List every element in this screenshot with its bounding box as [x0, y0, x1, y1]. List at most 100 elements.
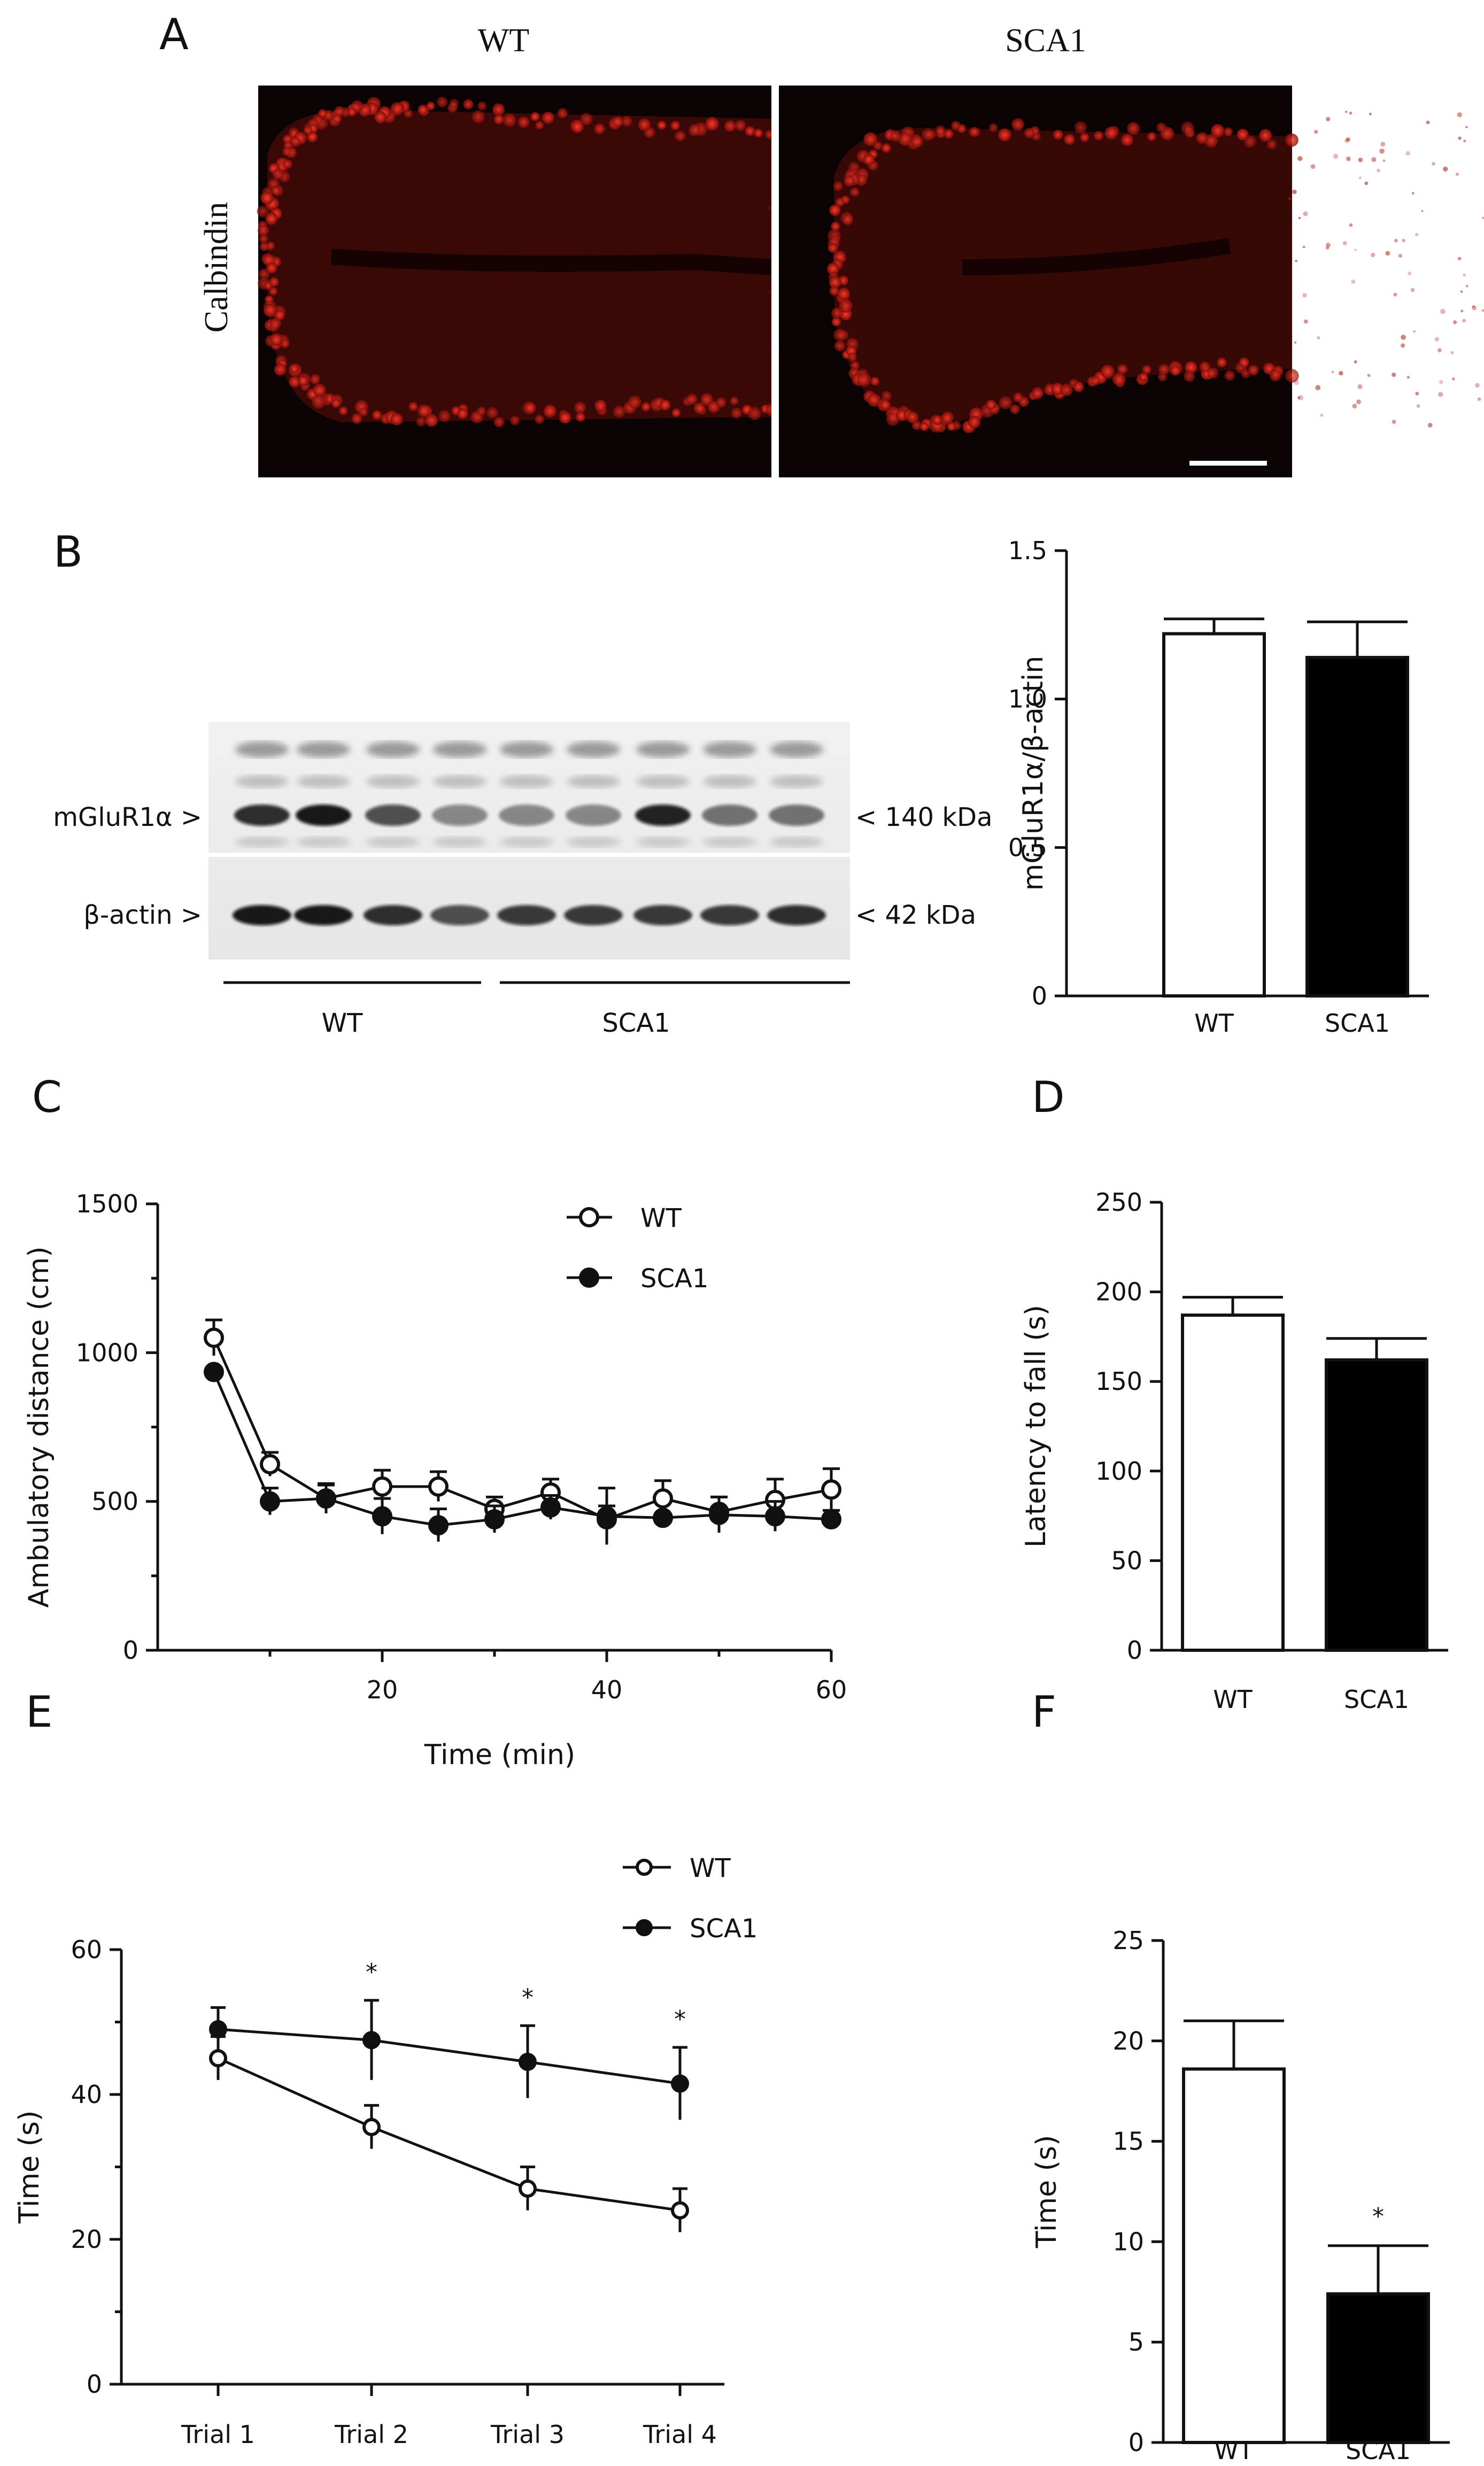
chart-C-legend-marker: [579, 1267, 599, 1288]
chart-E-ytick-label: 0: [87, 2370, 102, 2399]
chart-C-legend-marker: [579, 1207, 599, 1227]
chart-D-ytick-label: 200: [1095, 1278, 1142, 1307]
chart-e: 0 20 40 60 Time (s) Trial 1 Trial 2 Trial 3 Tria…: [13, 1853, 758, 2449]
chart-B-category-label: WT: [1194, 1009, 1234, 1038]
chart-B-bar-wt: [1162, 632, 1266, 998]
chart-E-significance: *: [366, 1959, 377, 1986]
chart-E-xtick-label: Trial 2: [334, 2420, 408, 2449]
chart-E-xtick-label: Trial 1: [181, 2420, 255, 2449]
western-blot: [208, 722, 850, 960]
chart-C-point-sca1: [709, 1504, 729, 1525]
chart-E-significance: *: [674, 2006, 686, 2033]
chart-E-legend-label: WT: [690, 1853, 731, 1883]
chart-C-line-sca1: [212, 1371, 832, 1527]
chart-E-point-sca1: [362, 2031, 381, 2050]
chart-C-xlabel: Time (min): [424, 1739, 575, 1771]
chart-C-point-sca1: [821, 1509, 841, 1530]
blot-size-140: < 140 kDa: [855, 802, 993, 832]
chart-E-point-wt: [671, 2201, 689, 2220]
chart-C-point-sca1: [428, 1515, 449, 1536]
scale-bar: [1189, 461, 1267, 466]
chart-F-bar-wt: [1182, 2067, 1286, 2445]
chart-F-significance: *: [1372, 2203, 1384, 2230]
chart-C-ytick-label: 1500: [76, 1189, 138, 1218]
chart-C-point-wt: [653, 1488, 673, 1509]
chart-E-point-wt: [209, 2049, 227, 2068]
chart-B-ytick-label: 0.5: [1008, 833, 1047, 862]
panel-a-title-sca1: SCA1: [1005, 22, 1086, 59]
chart-f: 0 5 10 15 20 25 Time (s) WT SCA1 *: [1031, 1926, 1450, 2465]
chart-C-point-sca1: [204, 1362, 224, 1382]
chart-C-point-wt: [428, 1476, 449, 1497]
chart-F-ylabel: Time (s): [1031, 2135, 1063, 2248]
chart-E-xtick-label: Trial 4: [643, 2420, 717, 2449]
chart-b: 0 0.5 1.0 1.5 mGluR1α/β-actin WT SCA1: [1008, 536, 1429, 1038]
chart-C-line-wt: [212, 1337, 832, 1521]
panel-f-letter: F: [1032, 1687, 1056, 1737]
chart-F-ytick-label: 0: [1129, 2428, 1144, 2457]
chart-F-ytick-label: 15: [1112, 2127, 1144, 2156]
chart-d: 0 50 100 150 200 250 Latency to fall (s) WT SCA1: [1020, 1188, 1448, 1714]
chart-C-point-sca1: [765, 1506, 785, 1527]
chart-F-bar-sca1: [1326, 2292, 1430, 2445]
chart-B-ytick-label: 1.0: [1008, 685, 1047, 714]
chart-E-point-wt: [519, 2179, 537, 2198]
chart-F-category-label: WT: [1214, 2436, 1254, 2465]
chart-D-ytick-label: 50: [1111, 1546, 1142, 1575]
chart-c: 0 500 1000 1500 Ambulatory distance (cm) 20 40…: [23, 1189, 847, 1771]
blot-label-beta-actin: β-actin >: [83, 900, 202, 930]
chart-D-bar-wt: [1181, 1313, 1285, 1652]
chart-B-ytick-label: 1.5: [1008, 536, 1047, 565]
chart-C-point-sca1: [372, 1506, 392, 1527]
chart-E-line-wt: [217, 2057, 681, 2212]
chart-E-point-sca1: [671, 2074, 689, 2093]
panel-d-letter: D: [1032, 1072, 1065, 1122]
chart-C-point-sca1: [597, 1506, 617, 1527]
chart-B-ytick-label: 0: [1032, 981, 1047, 1010]
chart-C-point-sca1: [540, 1497, 561, 1518]
chart-F-ytick-label: 10: [1112, 2227, 1144, 2256]
chart-F-ytick-label: 20: [1112, 2027, 1144, 2055]
chart-C-xtick-label: 40: [591, 1675, 623, 1704]
blot-label-mglur1a: mGluR1α >: [53, 802, 202, 832]
chart-D-ytick-label: 150: [1095, 1367, 1142, 1396]
panel-a-title-wt: WT: [478, 22, 529, 59]
chart-C-xtick-label: 60: [816, 1675, 847, 1704]
blot-group-sca1: SCA1: [602, 1008, 670, 1038]
chart-F-ytick-label: 25: [1112, 1926, 1144, 1955]
chart-B-bar-sca1: [1305, 655, 1409, 998]
micrograph-sca1-cells: [827, 111, 1484, 434]
chart-B-ylabel: mGluR1α/β-actin: [1017, 656, 1049, 891]
chart-C-ytick-label: 500: [91, 1487, 138, 1516]
panel-b-letter: B: [53, 527, 83, 577]
chart-C-legend-label: WT: [640, 1203, 682, 1233]
chart-C-point-wt: [204, 1327, 224, 1348]
chart-E-ytick-label: 60: [71, 1935, 102, 1964]
panel-c-letter: C: [32, 1072, 62, 1122]
chart-E-ytick-label: 40: [71, 2080, 102, 2109]
micrograph-wt: [257, 86, 1252, 477]
panel-e-letter: E: [26, 1687, 53, 1737]
chart-C-point-sca1: [260, 1491, 280, 1512]
chart-C-xtick-label: 20: [367, 1675, 398, 1704]
chart-C-ytick-label: 1000: [76, 1338, 138, 1367]
chart-F-ytick-label: 5: [1129, 2328, 1144, 2356]
chart-E-ylabel: Time (s): [13, 2111, 45, 2224]
chart-C-legend-label: SCA1: [640, 1264, 708, 1294]
panel-a-letter: A: [159, 10, 189, 59]
micrograph-sca1: [779, 86, 1484, 477]
chart-C-point-sca1: [653, 1508, 673, 1528]
chart-C-ylabel: Ambulatory distance (cm): [23, 1246, 55, 1607]
chart-C-point-wt: [821, 1479, 841, 1500]
chart-E-xtick-label: Trial 3: [490, 2420, 565, 2449]
chart-E-legend-marker: [636, 1919, 653, 1936]
chart-C-point-wt: [260, 1454, 280, 1475]
chart-C-ytick-label: 0: [123, 1636, 138, 1665]
blot-group-wt: WT: [322, 1008, 363, 1038]
chart-D-bar-sca1: [1325, 1358, 1428, 1652]
chart-E-ytick-label: 20: [71, 2225, 102, 2254]
chart-D-ytick-label: 100: [1095, 1457, 1142, 1486]
chart-D-ytick-label: 0: [1127, 1636, 1142, 1665]
